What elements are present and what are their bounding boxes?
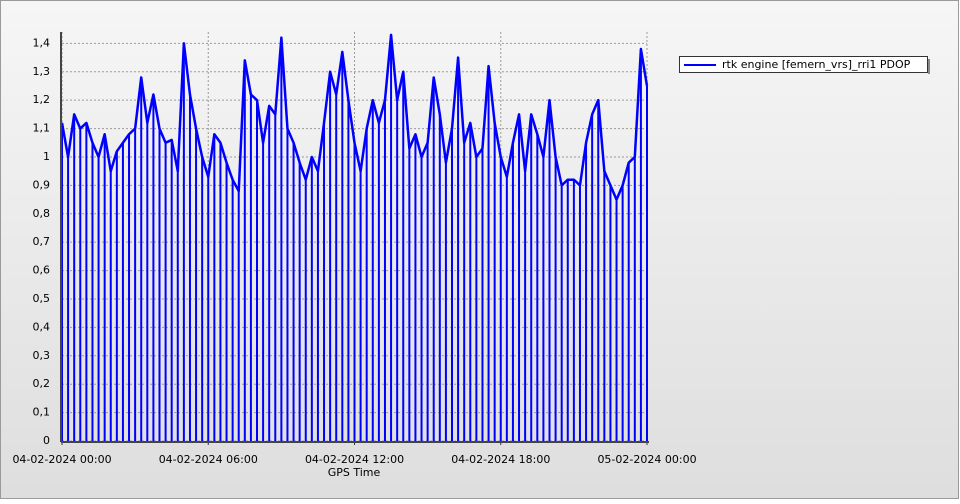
- y-tick-label: 0,3: [33, 349, 51, 362]
- y-tick-label: 0,2: [33, 377, 51, 390]
- y-tick-label: 0,6: [33, 264, 51, 277]
- y-tick-label: 0,7: [33, 235, 51, 248]
- x-axis-title: GPS Time: [328, 466, 381, 479]
- y-tick-label: 0: [43, 434, 50, 447]
- legend-shadow: [928, 59, 930, 74]
- y-tick-label: 1,4: [33, 36, 51, 49]
- y-tick-label: 0,1: [33, 406, 51, 419]
- x-tick-label: 04-02-2024 12:00: [305, 453, 404, 466]
- y-tick-label: 0,9: [33, 178, 51, 191]
- x-tick-label: 04-02-2024 18:00: [451, 453, 550, 466]
- y-tick-label: 1,3: [33, 65, 51, 78]
- y-tick-label: 0,8: [33, 207, 51, 220]
- x-tick-label: 05-02-2024 00:00: [597, 453, 696, 466]
- y-tick-label: 1: [43, 150, 50, 163]
- legend-box: [679, 56, 928, 73]
- x-tick-label: 04-02-2024 06:00: [159, 453, 258, 466]
- legend: rtk engine [femern_vrs]_rri1 PDOP: [679, 56, 930, 74]
- y-tick-label: 0,4: [33, 320, 51, 333]
- x-tick-label: 04-02-2024 00:00: [12, 453, 111, 466]
- y-tick-label: 0,5: [33, 292, 51, 305]
- legend-label: rtk engine [femern_vrs]_rri1 PDOP: [722, 58, 911, 71]
- y-tick-label: 1,1: [33, 122, 51, 135]
- y-tick-label: 1,2: [33, 93, 51, 106]
- series-line: [60, 33, 649, 201]
